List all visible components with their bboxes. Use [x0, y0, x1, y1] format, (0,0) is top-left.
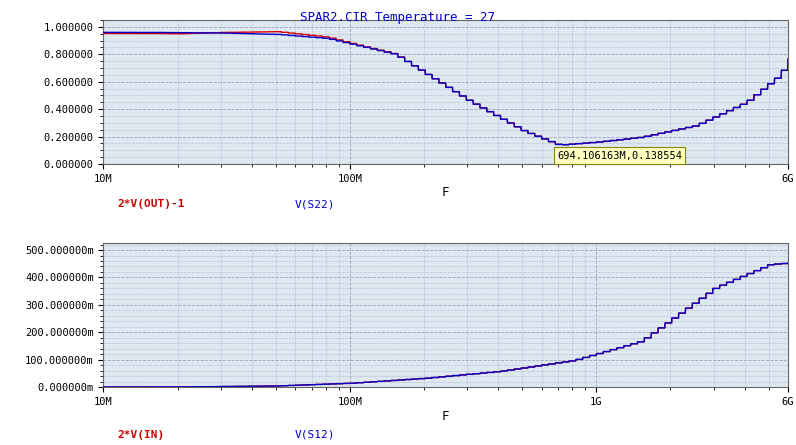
- Text: V(S12): V(S12): [295, 429, 336, 440]
- X-axis label: F: F: [442, 186, 450, 199]
- X-axis label: F: F: [442, 410, 450, 423]
- Text: 2*V(IN): 2*V(IN): [117, 429, 165, 440]
- Text: SPAR2.CIR Temperature = 27: SPAR2.CIR Temperature = 27: [301, 11, 495, 24]
- Text: 694.106163M,0.138554: 694.106163M,0.138554: [557, 150, 682, 161]
- Text: V(S22): V(S22): [295, 199, 336, 209]
- Text: 2*V(OUT)-1: 2*V(OUT)-1: [117, 199, 185, 209]
